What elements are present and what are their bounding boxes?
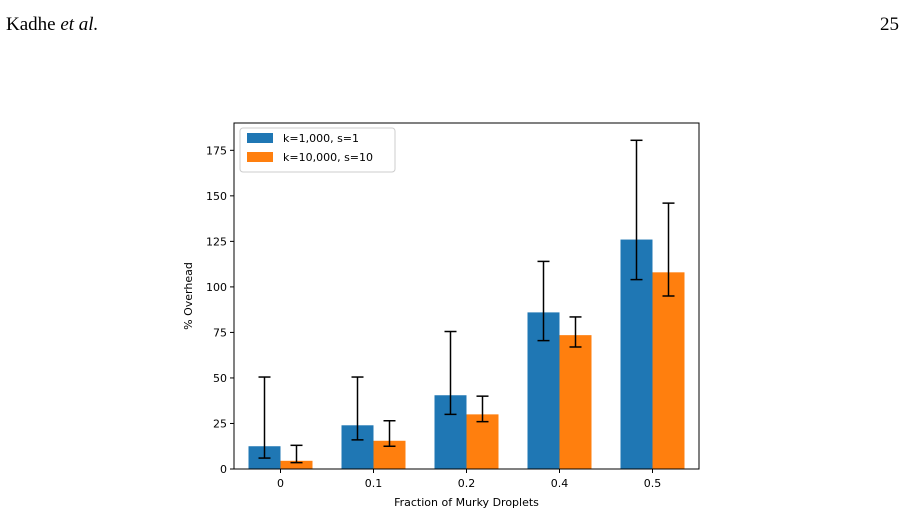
y-tick-label-175: 175 xyxy=(206,144,227,157)
x-tick-label-0: 0 xyxy=(277,477,284,490)
y-tick-label-0: 0 xyxy=(220,463,227,476)
legend-label-series1: k=1,000, s=1 xyxy=(283,132,359,145)
legend-swatch-series1 xyxy=(247,133,273,143)
legend-box xyxy=(239,127,396,173)
y-tick-label-100: 100 xyxy=(206,281,227,294)
y-tick-label-25: 25 xyxy=(213,417,227,430)
page-number: 25 xyxy=(880,14,899,35)
x-axis-label: Fraction of Murky Droplets xyxy=(394,496,539,509)
x-tick-label-0.5: 0.5 xyxy=(644,477,662,490)
et-al: et al. xyxy=(60,14,99,35)
legend-swatch-series2 xyxy=(247,152,273,162)
y-tick-label-125: 125 xyxy=(206,235,227,248)
y-tick-label-75: 75 xyxy=(213,326,227,339)
bar-series2-0.4 xyxy=(559,335,592,469)
bar-series2-0 xyxy=(280,460,313,469)
bar-series2-0.5 xyxy=(652,272,685,469)
bar-series2-0.2 xyxy=(466,414,499,469)
x-tick-label-0.4: 0.4 xyxy=(551,477,569,490)
x-tick-label-0.1: 0.1 xyxy=(365,477,383,490)
legend-label-series2: k=10,000, s=10 xyxy=(283,151,373,164)
y-tick-label-150: 150 xyxy=(206,190,227,203)
running-header-authors: Kadhe et al. xyxy=(6,14,98,36)
x-tick-label-0.2: 0.2 xyxy=(458,477,476,490)
author-name: Kadhe xyxy=(6,14,56,35)
y-tick-label-50: 50 xyxy=(213,372,227,385)
y-axis-label: % Overhead xyxy=(182,262,195,330)
